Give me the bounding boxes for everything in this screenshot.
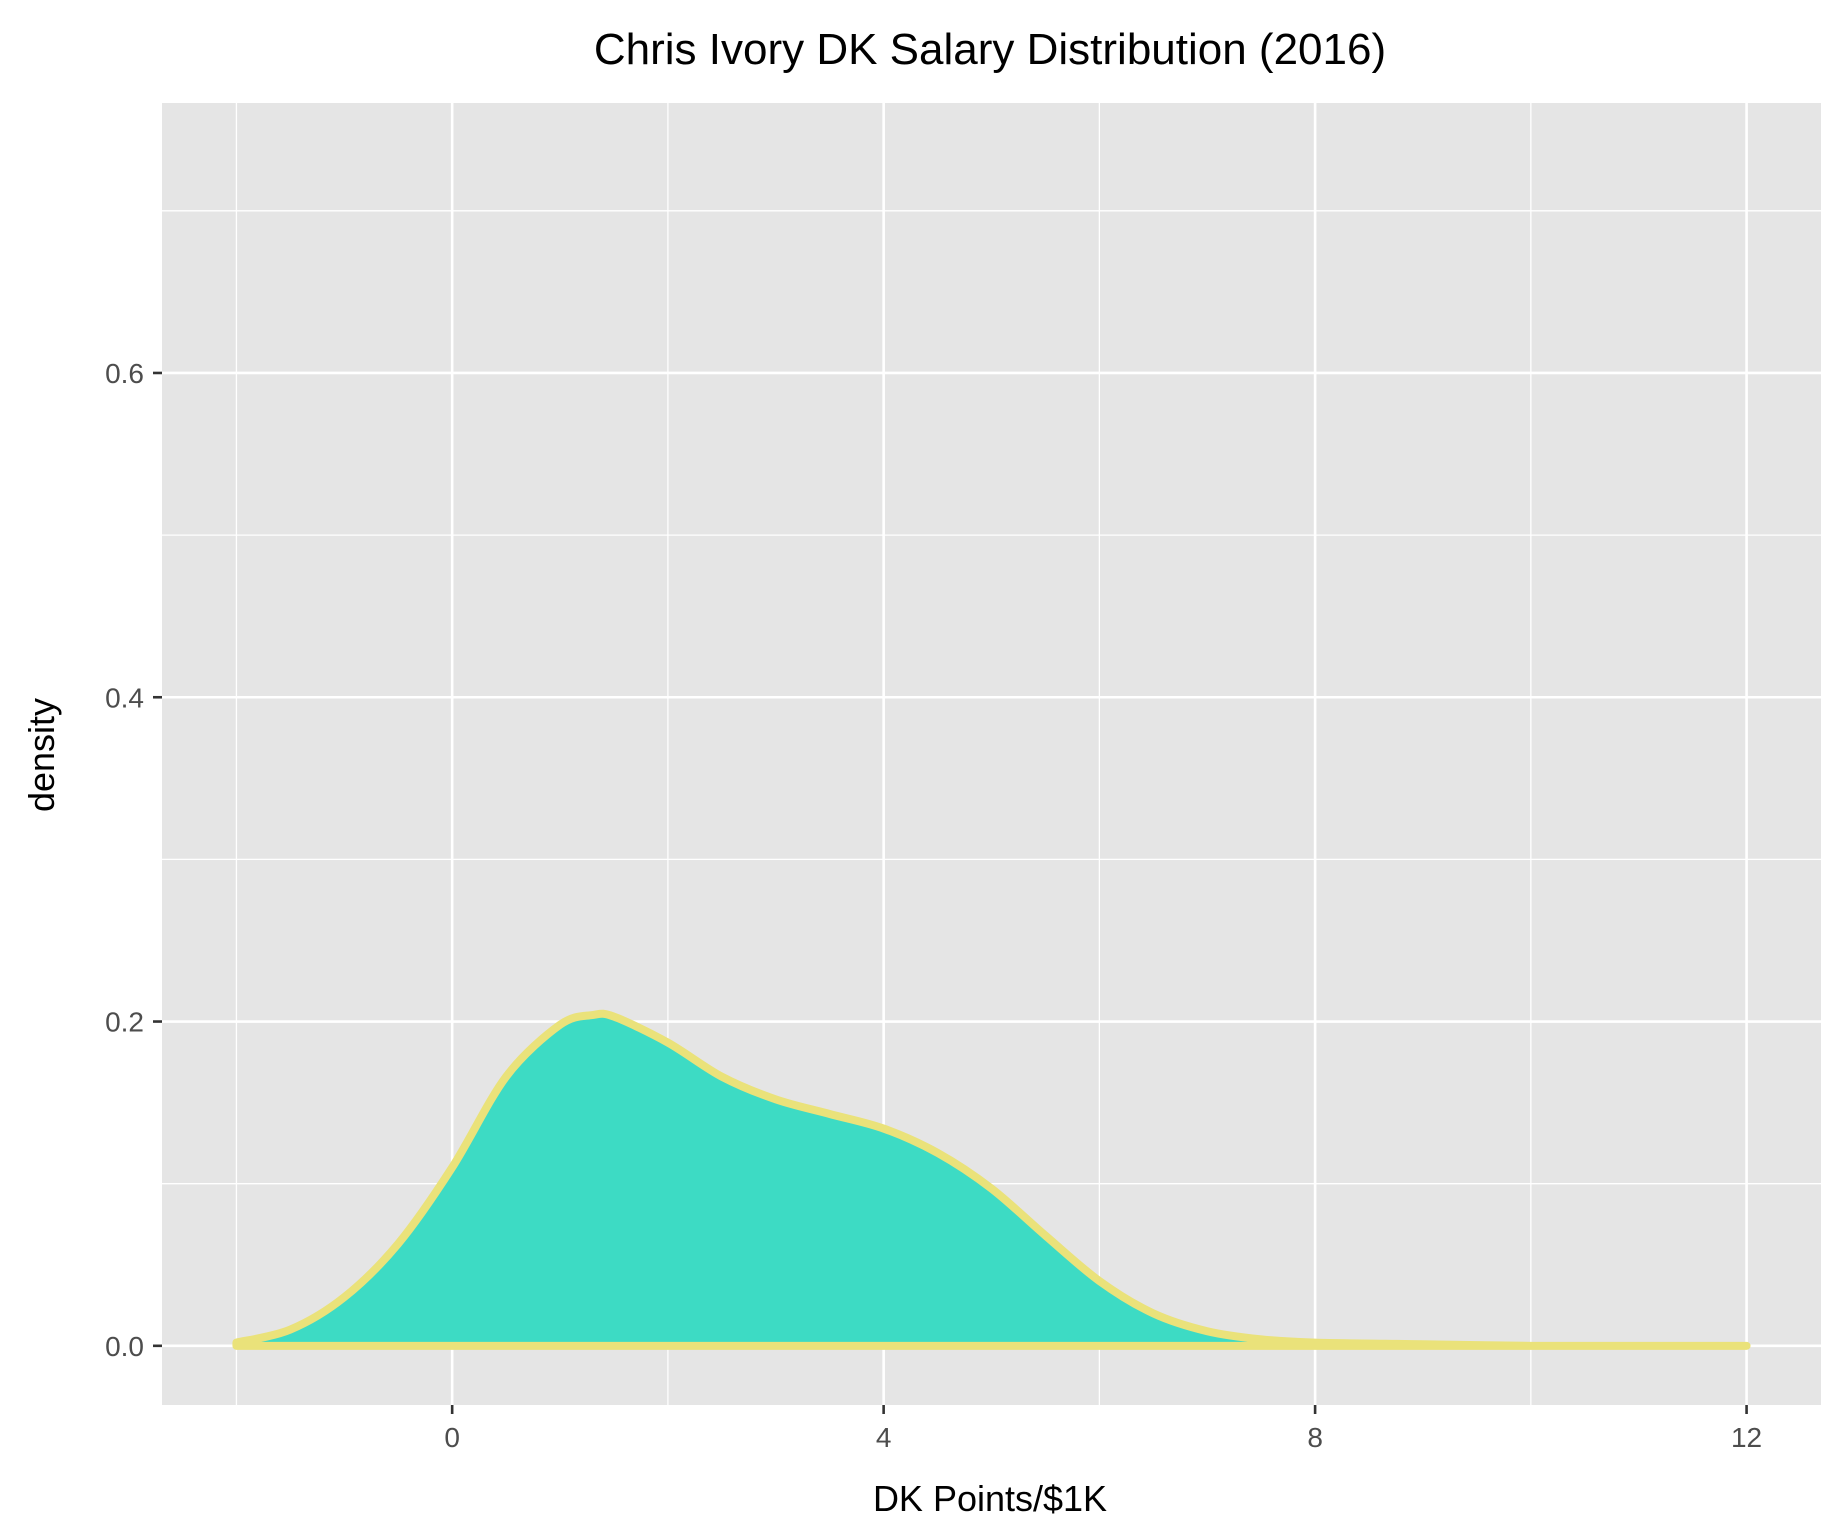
- density-outline: [232, 1009, 1751, 1350]
- axes: 0 4 8 12 0.0 0.2 0.4 0.6: [105, 358, 1762, 1453]
- x-axis-title: DK Points/$1K: [873, 1478, 1107, 1519]
- y-tick-label: 0.2: [105, 1007, 144, 1038]
- y-axis-title: density: [21, 698, 62, 812]
- density-area: [236, 1013, 1747, 1346]
- y-tick-label: 0.6: [105, 358, 144, 389]
- y-tick-label: 0.4: [105, 682, 144, 713]
- x-tick-label: 12: [1731, 1422, 1762, 1453]
- chart-title: Chris Ivory DK Salary Distribution (2016…: [594, 25, 1386, 74]
- y-tick-label: 0.0: [105, 1331, 144, 1362]
- x-tick-label: 0: [444, 1422, 460, 1453]
- x-tick-label: 8: [1307, 1422, 1323, 1453]
- density-series: [232, 1009, 1751, 1350]
- x-tick-label: 4: [876, 1422, 892, 1453]
